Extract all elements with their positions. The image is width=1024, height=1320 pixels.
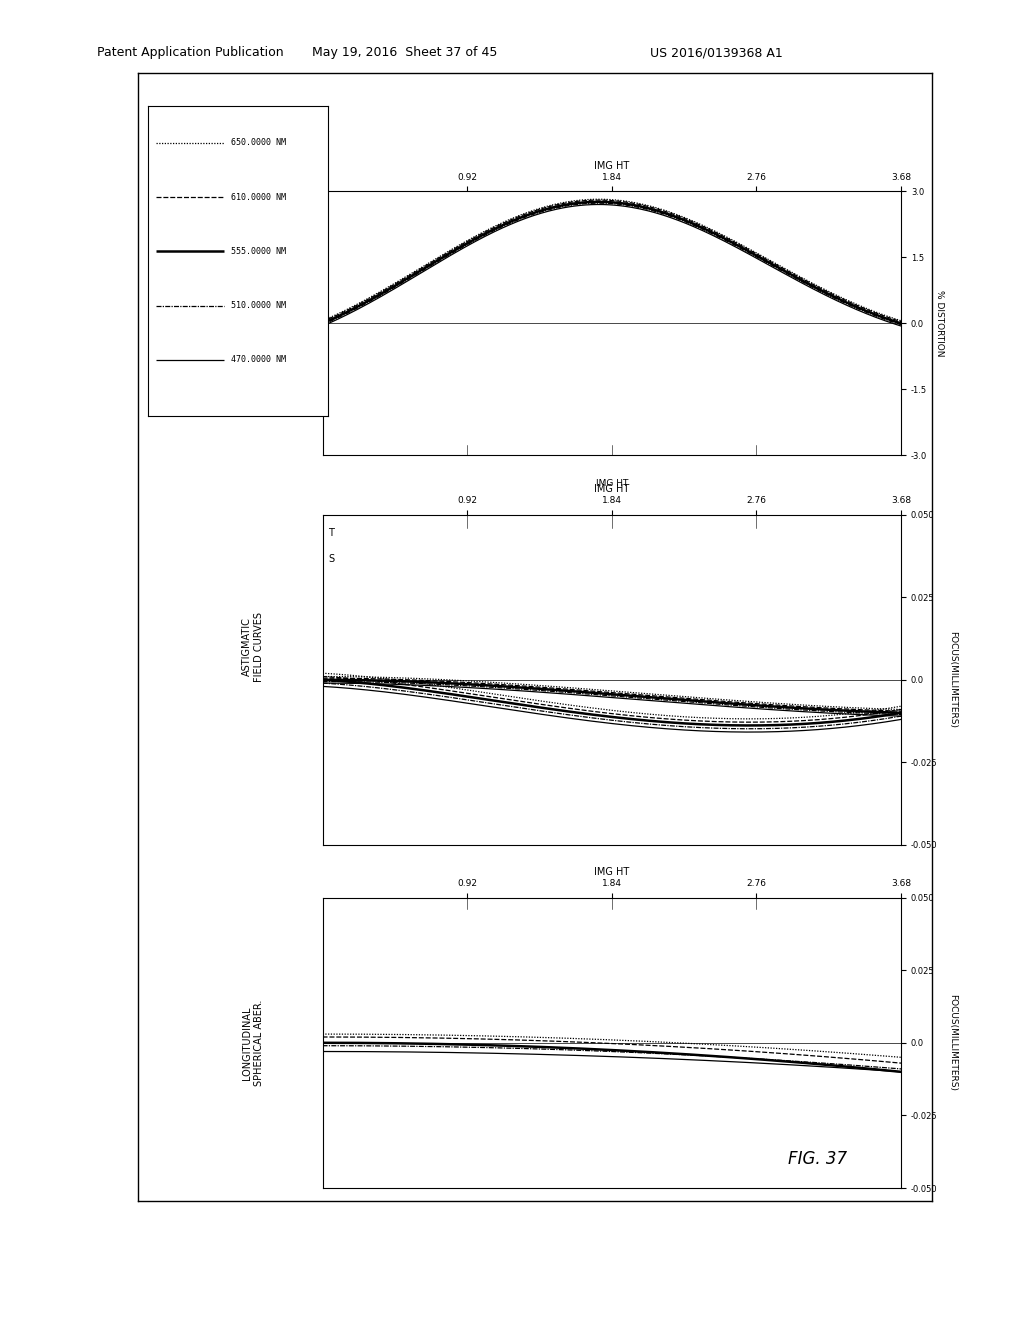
X-axis label: IMG HT: IMG HT [594, 161, 630, 170]
Text: 470.0000 NM: 470.0000 NM [230, 355, 286, 364]
Y-axis label: FOCUS(MILLIMETERS): FOCUS(MILLIMETERS) [948, 631, 956, 729]
Text: 555.0000 NM: 555.0000 NM [230, 247, 286, 256]
Text: 610.0000 NM: 610.0000 NM [230, 193, 286, 202]
X-axis label: IMG HT: IMG HT [594, 867, 630, 876]
Text: US 2016/0139368 A1: US 2016/0139368 A1 [650, 46, 783, 59]
Text: S: S [329, 554, 335, 565]
Y-axis label: % DISTORTION: % DISTORTION [935, 290, 944, 356]
Text: May 19, 2016  Sheet 37 of 45: May 19, 2016 Sheet 37 of 45 [311, 46, 498, 59]
Text: 650.0000 NM: 650.0000 NM [230, 139, 286, 148]
X-axis label: IMG HT: IMG HT [594, 484, 630, 494]
Text: Patent Application Publication: Patent Application Publication [97, 46, 284, 59]
Text: ASTIGMATIC
FIELD CURVES: ASTIGMATIC FIELD CURVES [243, 611, 264, 682]
Text: FIG. 37: FIG. 37 [788, 1150, 848, 1168]
Y-axis label: FOCUS(MILLIMETERS): FOCUS(MILLIMETERS) [948, 994, 956, 1092]
Text: 510.0000 NM: 510.0000 NM [230, 301, 286, 310]
Text: IMG HT: IMG HT [596, 479, 628, 488]
Text: T: T [329, 528, 334, 539]
Text: LONGITUDINAL
SPHERICAL ABER.: LONGITUDINAL SPHERICAL ABER. [243, 999, 264, 1086]
Text: DISTORTION: DISTORTION [248, 293, 258, 354]
